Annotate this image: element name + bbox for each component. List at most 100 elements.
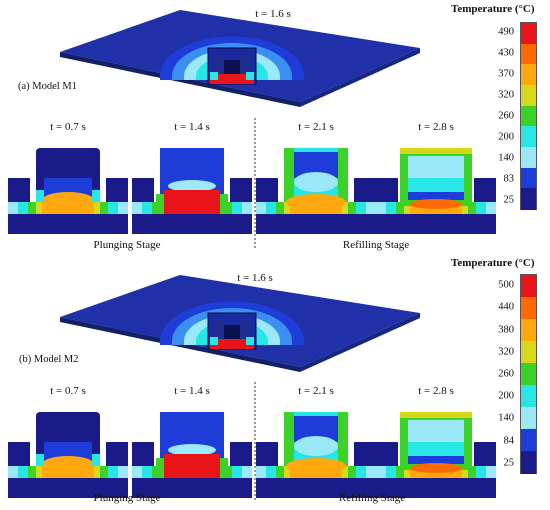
panel-b-colorbar-tick: 140 <box>498 412 514 424</box>
panel-a-colorbar-ticks: 490 430 370 320 260 200 140 83 25 <box>470 22 514 210</box>
sleeve-top <box>400 412 472 418</box>
clamp-block <box>106 442 128 466</box>
clamp-block <box>8 178 30 202</box>
panel-a-time-4: t = 2.8 s <box>418 121 454 133</box>
panel-a-time-3: t = 2.1 s <box>298 121 334 133</box>
tool-sleeve <box>240 54 250 82</box>
panel-b-stage-plunging: Plunging Stage <box>93 492 161 504</box>
panel-b-colorbar-tick: 320 <box>498 346 514 358</box>
panel-a-stage-refilling: Refilling Stage <box>342 239 410 251</box>
panel-b-colorbar-tick: 380 <box>498 324 514 336</box>
base-plate <box>8 476 128 498</box>
panel-b-time-1: t = 0.7 s <box>50 385 86 397</box>
base-plate <box>256 212 376 234</box>
panel-a-colorbar <box>520 22 537 210</box>
clamp-block <box>474 178 496 202</box>
panel-b-stage-refilling: Refilling Stage <box>338 492 406 504</box>
hot-zone <box>246 337 254 345</box>
panel-b-colorbar-tick: 500 <box>498 279 514 291</box>
heat-core <box>410 199 462 209</box>
clamp-block <box>354 178 376 202</box>
panel-a-colorbar-tick: 83 <box>503 173 515 185</box>
edge-heat <box>220 194 228 214</box>
heat-core <box>164 454 220 478</box>
heat-core <box>294 436 338 456</box>
clamp-block <box>106 178 128 202</box>
panel-b-colorbar-segment <box>521 297 536 320</box>
heat-core <box>408 192 464 200</box>
panel-a-colorbar-tick: 25 <box>503 194 515 206</box>
panel-a-colorbar-segment <box>521 126 536 148</box>
panel-b-colorbar-segment <box>521 385 536 408</box>
sleeve-wall <box>284 412 294 466</box>
panel-b-overview-time: t = 1.6 s <box>237 272 273 284</box>
panel-b-time-3: t = 2.1 s <box>298 385 334 397</box>
panel-b-colorbar <box>520 274 537 474</box>
panel-a-colorbar-tick: 320 <box>498 89 514 101</box>
tool-sleeve <box>214 319 224 347</box>
pin <box>408 420 464 442</box>
panel-a-colorbar-tick: 490 <box>498 26 514 38</box>
panel-b-colorbar-tick: 25 <box>503 457 515 469</box>
heat-core <box>168 444 216 456</box>
heat-core <box>408 178 464 192</box>
heat-core <box>42 456 94 472</box>
edge-heat <box>220 458 228 478</box>
heat-core <box>408 442 464 456</box>
panel-b-colorbar-segment <box>521 429 536 452</box>
base-plate <box>376 212 496 234</box>
clamp-block <box>132 442 154 466</box>
panel-a-colorbar-tick: 260 <box>498 110 514 122</box>
edge-heat <box>36 454 44 466</box>
plate-edge <box>300 48 420 107</box>
panel-b-label: (b) Model M2 <box>19 354 79 365</box>
panel-a-colorbar-segment <box>521 188 536 210</box>
panel-a-colorbar-segment <box>521 23 536 45</box>
panel-b-colorbar-segment <box>521 363 536 386</box>
panel-b-colorbar-ticks: 500 440 380 320 260 200 140 84 25 <box>470 274 514 474</box>
base-plate <box>256 476 376 498</box>
hot-zone <box>210 74 254 84</box>
heat-core <box>410 463 462 473</box>
panel-a-colorbar-segment <box>521 167 536 190</box>
tool-sleeve <box>240 319 250 347</box>
panel-b-time-2: t = 1.4 s <box>174 385 210 397</box>
plate-edge <box>300 313 420 372</box>
pin <box>408 156 464 178</box>
panel-a-time-2: t = 1.4 s <box>174 121 210 133</box>
panel-a-colorbar-segment <box>521 147 536 169</box>
clamp-block <box>230 442 252 466</box>
panel-a-legend-title: Temperature (°C) <box>451 3 535 15</box>
panel-a-colorbar-segment <box>521 43 536 66</box>
panel-a-colorbar-tick: 430 <box>498 47 514 59</box>
base-plate <box>376 476 496 498</box>
panel-a-colorbar-tick: 370 <box>498 68 514 80</box>
panel-b-colorbar-tick: 84 <box>503 435 515 447</box>
sleeve-wall <box>284 148 294 202</box>
base-plate <box>132 212 252 234</box>
hot-zone <box>210 72 218 80</box>
edge-heat <box>156 194 164 214</box>
panel-b-colorbar-tick: 440 <box>498 301 514 313</box>
panel-b-colorbar-tick: 260 <box>498 368 514 380</box>
clamp-block <box>354 442 376 466</box>
clamp-block <box>376 178 398 202</box>
edge-heat <box>36 190 44 202</box>
clamp-block <box>474 442 496 466</box>
heat-core <box>168 180 216 192</box>
sleeve-top <box>400 148 472 154</box>
base-plate <box>132 476 252 498</box>
hot-zone <box>210 339 254 349</box>
panel-b-legend-title: Temperature (°C) <box>451 257 535 269</box>
edge-heat <box>156 458 164 478</box>
heat-core <box>408 456 464 464</box>
hot-zone <box>246 72 254 80</box>
panel-b-colorbar-segment <box>521 319 536 342</box>
clamp-block <box>132 178 154 202</box>
edge-heat <box>92 454 100 466</box>
heat-core <box>286 194 346 210</box>
panel-a-colorbar-segment <box>521 105 536 128</box>
panel-b-colorbar-segment <box>521 451 536 474</box>
panel-a-overview-time: t = 1.6 s <box>255 8 291 20</box>
